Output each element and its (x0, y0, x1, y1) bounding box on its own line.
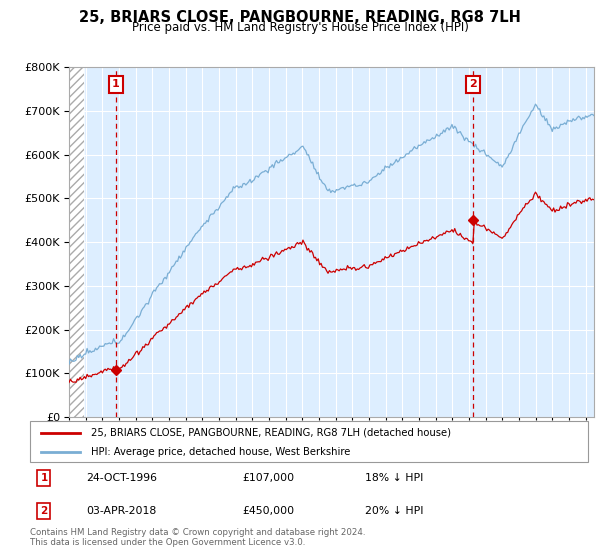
Text: Contains HM Land Registry data © Crown copyright and database right 2024.
This d: Contains HM Land Registry data © Crown c… (30, 528, 365, 547)
Text: 25, BRIARS CLOSE, PANGBOURNE, READING, RG8 7LH (detached house): 25, BRIARS CLOSE, PANGBOURNE, READING, R… (91, 428, 451, 437)
Text: £107,000: £107,000 (242, 473, 294, 483)
Text: 1: 1 (40, 473, 47, 483)
Text: 18% ↓ HPI: 18% ↓ HPI (365, 473, 423, 483)
Text: 24-OCT-1996: 24-OCT-1996 (86, 473, 157, 483)
Text: Price paid vs. HM Land Registry's House Price Index (HPI): Price paid vs. HM Land Registry's House … (131, 21, 469, 34)
Text: 1: 1 (112, 80, 120, 90)
Bar (69, 67, 85, 417)
FancyBboxPatch shape (30, 421, 588, 462)
Text: 2: 2 (469, 80, 477, 90)
Text: £450,000: £450,000 (242, 506, 294, 516)
Bar (69, 67, 85, 417)
Text: HPI: Average price, detached house, West Berkshire: HPI: Average price, detached house, West… (91, 447, 351, 457)
Text: 20% ↓ HPI: 20% ↓ HPI (365, 506, 424, 516)
Text: 25, BRIARS CLOSE, PANGBOURNE, READING, RG8 7LH: 25, BRIARS CLOSE, PANGBOURNE, READING, R… (79, 10, 521, 25)
Text: 2: 2 (40, 506, 47, 516)
Text: 03-APR-2018: 03-APR-2018 (86, 506, 156, 516)
